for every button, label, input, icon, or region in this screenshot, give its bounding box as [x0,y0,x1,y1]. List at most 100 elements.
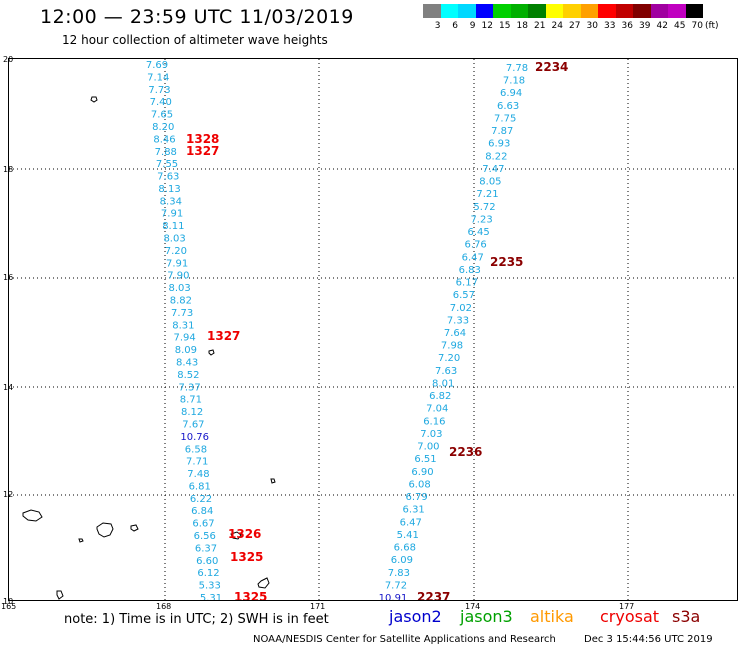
wave-height-label: 8.31 [172,320,194,331]
wave-height-label: 7.04 [426,404,448,415]
map-subtitle: 12 hour collection of altimeter wave hei… [62,33,328,47]
wave-height-label: 6.47 [462,252,484,263]
map-title: 12:00 — 23:59 UTC 11/03/2019 [40,6,354,28]
wave-height-label: 6.68 [394,543,416,554]
legend-tick-label: 39 [639,21,651,31]
legend-swatch [440,4,458,18]
legend-tick-label: 24 [551,21,563,31]
island-outline [270,478,276,484]
wave-height-label: 7.73 [148,85,170,96]
wave-height-label: 8.03 [168,283,190,294]
wave-height-label: 6.08 [408,479,430,490]
wave-height-label: 7.33 [447,315,469,326]
wave-height-label: 7.20 [438,353,460,364]
wave-height-label: 6.93 [488,139,510,150]
satellite-legend-item: jason3 [460,607,513,626]
wave-height-label: 6.60 [196,556,218,567]
latitude-label: 16 [3,273,14,282]
legend-tick-label: 27 [569,21,581,31]
satellite-legend-item: altika [530,607,574,626]
legend-tick-label: 42 [656,21,668,31]
wave-height-label: 7.69 [146,60,168,71]
wave-height-label: 6.56 [194,531,216,542]
legend-tick-label: 45 [674,21,686,31]
satellite-legend-item: jason2 [389,607,442,626]
wave-height-label: 7.67 [182,419,204,430]
wave-height-label: 7.40 [150,97,172,108]
units-note: note: 1) Time is in UTC; 2) SWH is in fe… [64,612,329,627]
wave-height-label: 7.20 [165,246,187,257]
color-legend: 3 6 9 12 15 18 21 24 27 30 33 36 39 42 45 70 (ft) [423,4,719,31]
legend-swatch [528,4,546,18]
legend-tick-label: 33 [604,21,616,31]
wave-height-label: 7.91 [166,258,188,269]
legend-tick-label: 9 [469,21,476,31]
wave-height-label: 8.01 [432,378,454,389]
wave-height-label: 7.00 [417,442,439,453]
wave-height-label: 7.75 [494,113,516,124]
island-outline [130,524,139,532]
legend-tick-label: 3 [434,21,441,31]
wave-height-label: 8.46 [153,134,175,145]
legend-tick-label: 21 [534,21,546,31]
wave-height-label: 7.18 [503,76,525,87]
wave-height-label: 6.37 [195,543,217,554]
island-outline [90,96,98,103]
pass-time-label: 1325 [230,550,263,564]
wave-height-label: 8.22 [485,151,507,162]
wave-height-label: 6.09 [391,555,413,566]
wave-height-label: 6.67 [192,519,214,530]
island-outline [22,509,43,522]
pass-time-label: 1325 [234,590,267,600]
generated-timestamp: Dec 3 15:44:56 UTC 2019 [584,634,713,645]
pass-time-label: 1327 [186,144,219,158]
wave-height-label: 8.12 [181,407,203,418]
wave-height-label: 7.14 [147,72,169,83]
wave-height-label: 8.71 [180,395,202,406]
legend-swatch [598,4,616,18]
island-outline [56,590,64,600]
legend-swatch [493,4,511,18]
longitude-label: 171 [310,602,326,611]
longitude-label: 177 [619,602,635,611]
wave-height-label: 8.13 [158,184,180,195]
wave-height-label: 7.37 [179,382,201,393]
wave-height-label: 7.90 [167,271,189,282]
wave-height-label: 7.73 [171,308,193,319]
wave-height-label: 6.82 [429,391,451,402]
wave-height-label: 6.76 [465,240,487,251]
wave-height-label: 7.64 [444,328,466,339]
legend-swatch [475,4,493,18]
wave-height-label: 6.94 [500,88,522,99]
longitude-label: 168 [156,602,172,611]
wave-height-label: 7.47 [482,164,504,175]
wave-height-label: 6.83 [459,265,481,276]
latitude-label: 14 [3,383,14,392]
wave-height-label: 7.23 [470,214,492,225]
legend-swatch [615,4,633,18]
wave-height-label: 7.78 [506,63,528,74]
wave-height-label: 6.58 [185,444,207,455]
longitude-label: 174 [465,602,481,611]
wave-height-label: 7.88 [155,147,177,158]
map-canvas: 7.697.147.737.407.658.208.467.887.557.63… [9,59,737,600]
longitude-label: 165 [1,602,17,611]
wave-height-label: 10.91 [379,593,408,600]
credit-line: NOAA/NESDIS Center for Satellite Applica… [253,634,556,645]
wave-height-label: 7.94 [173,333,195,344]
pass-time-label: 2234 [535,60,568,74]
wave-height-label: 5.31 [200,593,222,600]
legend-swatch [650,4,668,18]
legend-swatch [545,4,563,18]
legend-swatch [510,4,528,18]
pass-time-label: 2236 [449,445,482,459]
wave-height-label: 7.03 [420,429,442,440]
legend-unit: (ft) [705,21,719,31]
wave-height-label: 6.45 [467,227,489,238]
wave-height-label: 5.41 [397,530,419,541]
wave-height-label: 7.83 [388,568,410,579]
wave-height-label: 7.91 [161,209,183,220]
wave-height-label: 7.63 [435,366,457,377]
legend-labels: 3 6 9 12 15 18 21 24 27 30 33 36 39 42 45 70 (ft) [423,21,719,31]
wave-height-label: 8.20 [152,122,174,133]
